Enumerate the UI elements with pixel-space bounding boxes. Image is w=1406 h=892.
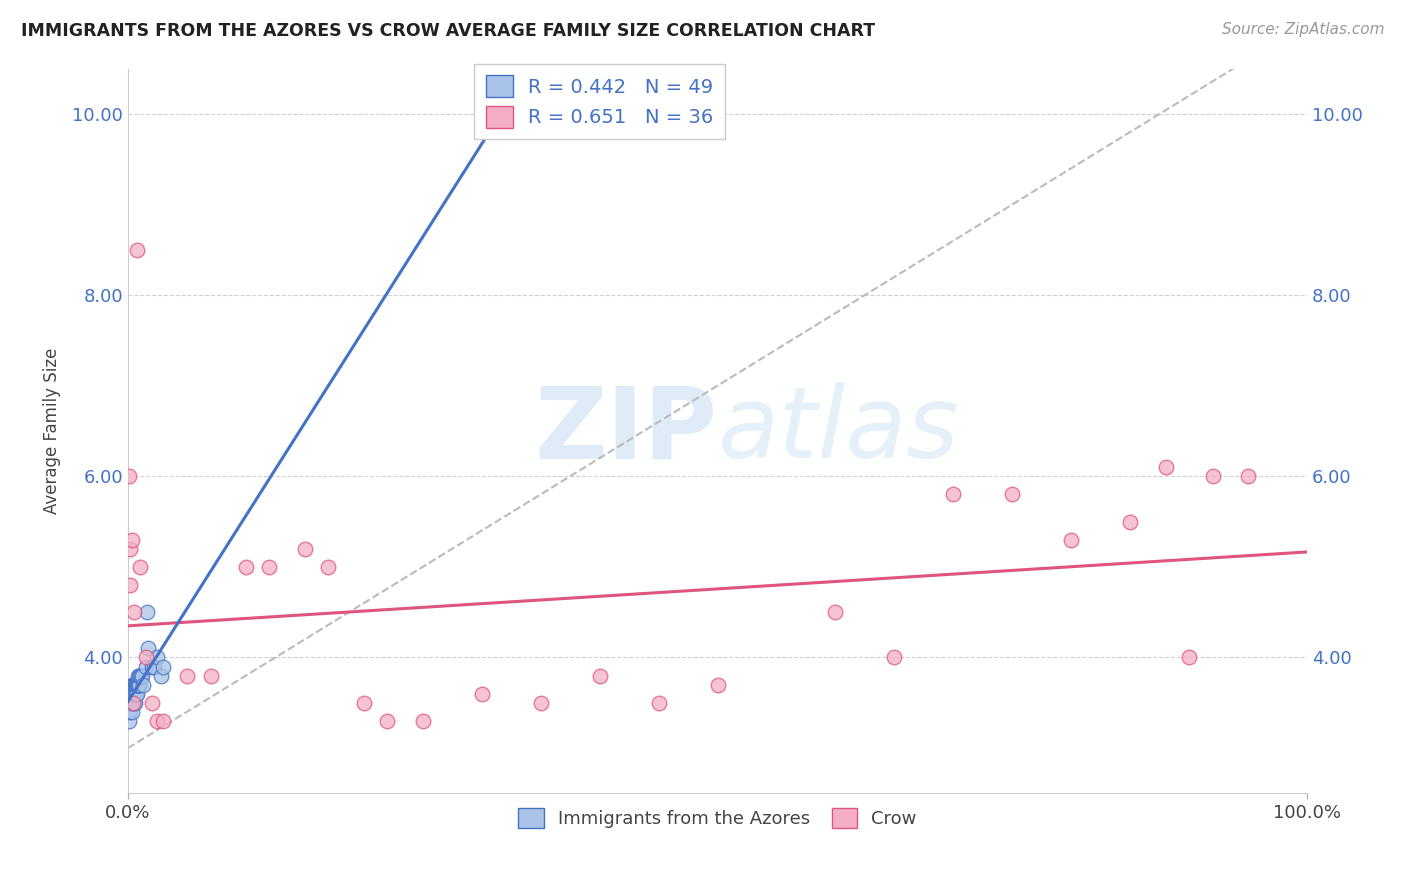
Text: Source: ZipAtlas.com: Source: ZipAtlas.com bbox=[1222, 22, 1385, 37]
Point bbox=[128, 559, 150, 574]
Point bbox=[120, 687, 142, 701]
Point bbox=[128, 678, 150, 692]
Point bbox=[125, 678, 148, 692]
Point bbox=[124, 687, 146, 701]
Point bbox=[117, 714, 139, 728]
Point bbox=[318, 559, 340, 574]
Point bbox=[149, 668, 172, 682]
Point bbox=[125, 678, 148, 692]
Point bbox=[118, 469, 141, 483]
Point bbox=[152, 714, 174, 728]
Point bbox=[706, 678, 728, 692]
Point bbox=[128, 668, 150, 682]
Point bbox=[141, 659, 163, 673]
Point bbox=[120, 696, 142, 710]
Point bbox=[124, 678, 146, 692]
Point bbox=[200, 668, 222, 682]
Point bbox=[124, 687, 146, 701]
Point bbox=[1202, 469, 1225, 483]
Point bbox=[122, 678, 145, 692]
Point bbox=[120, 696, 142, 710]
Point bbox=[124, 678, 146, 692]
Point bbox=[131, 668, 153, 682]
Point bbox=[377, 714, 399, 728]
Point bbox=[127, 678, 149, 692]
Point bbox=[118, 578, 141, 592]
Point bbox=[128, 668, 150, 682]
Point bbox=[824, 605, 846, 619]
Point bbox=[121, 696, 143, 710]
Point bbox=[120, 696, 142, 710]
Point bbox=[122, 605, 145, 619]
Point bbox=[294, 541, 316, 556]
Point bbox=[122, 678, 145, 692]
Point bbox=[136, 641, 159, 656]
Point bbox=[152, 659, 174, 673]
Point bbox=[121, 696, 143, 710]
Point bbox=[121, 705, 143, 719]
Point bbox=[141, 696, 163, 710]
Point bbox=[127, 243, 149, 257]
Text: ZIP: ZIP bbox=[534, 383, 717, 479]
Point bbox=[122, 696, 145, 710]
Point bbox=[124, 696, 146, 710]
Text: atlas: atlas bbox=[717, 383, 959, 479]
Legend: Immigrants from the Azores, Crow: Immigrants from the Azores, Crow bbox=[510, 801, 924, 835]
Point bbox=[128, 678, 150, 692]
Point bbox=[135, 605, 157, 619]
Text: IMMIGRANTS FROM THE AZORES VS CROW AVERAGE FAMILY SIZE CORRELATION CHART: IMMIGRANTS FROM THE AZORES VS CROW AVERA… bbox=[21, 22, 875, 40]
Point bbox=[118, 696, 141, 710]
Point bbox=[120, 687, 142, 701]
Point bbox=[142, 659, 165, 673]
Point bbox=[1060, 533, 1083, 547]
Point bbox=[942, 487, 965, 501]
Point bbox=[883, 650, 905, 665]
Point bbox=[135, 659, 157, 673]
Point bbox=[146, 714, 169, 728]
Point bbox=[127, 678, 149, 692]
Point bbox=[125, 687, 148, 701]
Point bbox=[122, 687, 145, 701]
Point bbox=[235, 559, 257, 574]
Point bbox=[259, 559, 281, 574]
Point bbox=[146, 650, 169, 665]
Point bbox=[125, 678, 148, 692]
Point bbox=[127, 687, 149, 701]
Point bbox=[1154, 460, 1177, 475]
Point bbox=[1001, 487, 1024, 501]
Point bbox=[121, 687, 143, 701]
Point bbox=[127, 668, 149, 682]
Point bbox=[412, 714, 434, 728]
Point bbox=[353, 696, 375, 710]
Point bbox=[120, 541, 142, 556]
Point bbox=[118, 705, 141, 719]
Point bbox=[132, 678, 155, 692]
Point bbox=[530, 696, 553, 710]
Point bbox=[176, 668, 198, 682]
Point bbox=[1237, 469, 1260, 483]
Point bbox=[121, 696, 143, 710]
Point bbox=[1178, 650, 1201, 665]
Y-axis label: Average Family Size: Average Family Size bbox=[44, 348, 60, 514]
Point bbox=[135, 650, 157, 665]
Point bbox=[122, 687, 145, 701]
Point bbox=[118, 696, 141, 710]
Point bbox=[121, 678, 143, 692]
Point bbox=[129, 668, 152, 682]
Point bbox=[647, 696, 669, 710]
Point bbox=[471, 687, 494, 701]
Point bbox=[127, 678, 149, 692]
Point bbox=[588, 668, 610, 682]
Point bbox=[121, 533, 143, 547]
Point bbox=[1119, 515, 1142, 529]
Point bbox=[118, 687, 141, 701]
